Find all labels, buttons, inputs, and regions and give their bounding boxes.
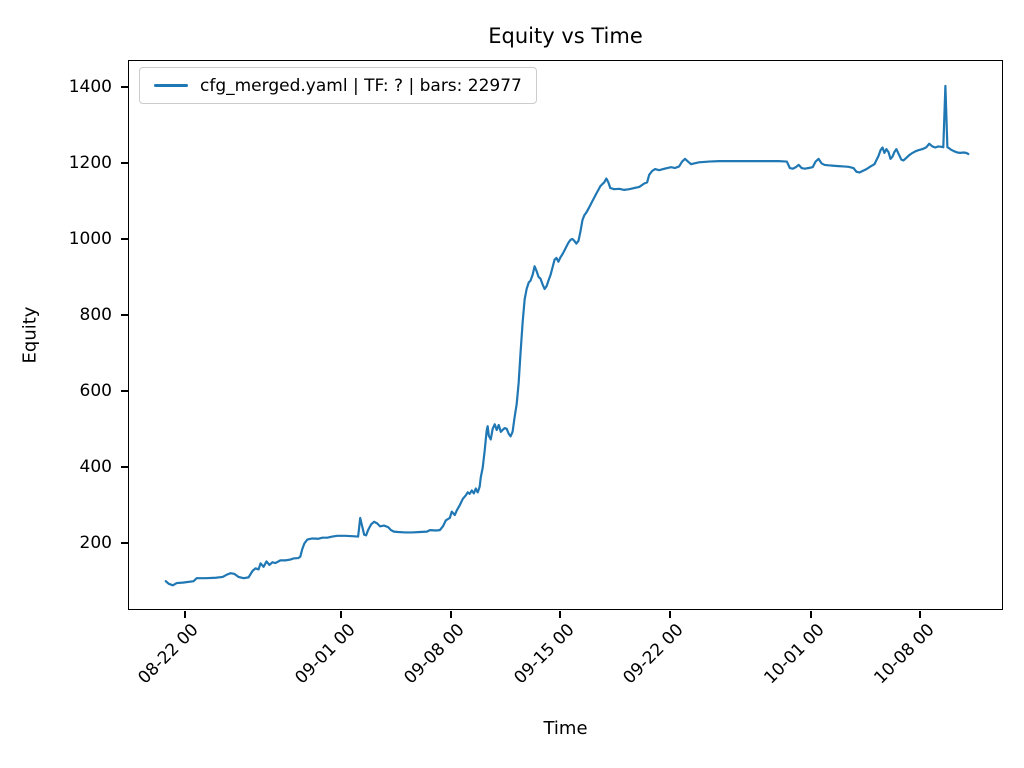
equity-line-chart bbox=[164, 84, 970, 587]
x-tick-label: 10-08 00 bbox=[870, 620, 939, 689]
plot-area bbox=[128, 60, 1003, 610]
equity-series-line bbox=[164, 84, 970, 587]
y-tick-mark bbox=[120, 466, 128, 469]
y-tick-label: 200 bbox=[79, 533, 112, 554]
legend-label: cfg_merged.yaml | TF: ? | bars: 22977 bbox=[200, 75, 522, 96]
x-tick-mark bbox=[340, 611, 343, 618]
legend-line-sample-icon bbox=[154, 83, 188, 88]
x-tick-mark bbox=[183, 611, 186, 618]
x-tick-label: 08-22 00 bbox=[134, 620, 204, 689]
y-tick-mark bbox=[120, 390, 128, 393]
y-tick-mark bbox=[120, 85, 128, 88]
legend: cfg_merged.yaml | TF: ? | bars: 22977 bbox=[139, 67, 537, 104]
x-axis-label: Time bbox=[543, 718, 588, 739]
x-tick-mark bbox=[449, 611, 452, 618]
x-tick-mark bbox=[559, 611, 562, 618]
y-tick-label: 1000 bbox=[68, 229, 112, 250]
y-tick-label: 1200 bbox=[68, 153, 112, 173]
y-tick-label: 800 bbox=[79, 305, 112, 326]
y-tick-mark bbox=[120, 314, 128, 317]
y-tick-mark bbox=[120, 238, 128, 241]
x-tick-label: 09-08 00 bbox=[400, 620, 469, 689]
x-tick-label: 09-15 00 bbox=[510, 620, 579, 689]
x-tick-mark bbox=[919, 611, 922, 618]
y-tick-mark bbox=[120, 542, 128, 545]
y-tick-mark bbox=[120, 162, 128, 164]
x-tick-mark bbox=[668, 611, 671, 618]
x-tick-mark bbox=[809, 611, 812, 618]
y-tick-label: 600 bbox=[79, 381, 112, 402]
x-tick-label: 10-01 00 bbox=[760, 620, 829, 689]
y-tick-label: 400 bbox=[79, 457, 112, 478]
x-tick-label: 09-01 00 bbox=[291, 620, 360, 689]
chart-title: Equity vs Time bbox=[488, 24, 643, 48]
x-tick-label: 09-22 00 bbox=[619, 620, 688, 689]
y-tick-label: 1400 bbox=[68, 76, 112, 97]
